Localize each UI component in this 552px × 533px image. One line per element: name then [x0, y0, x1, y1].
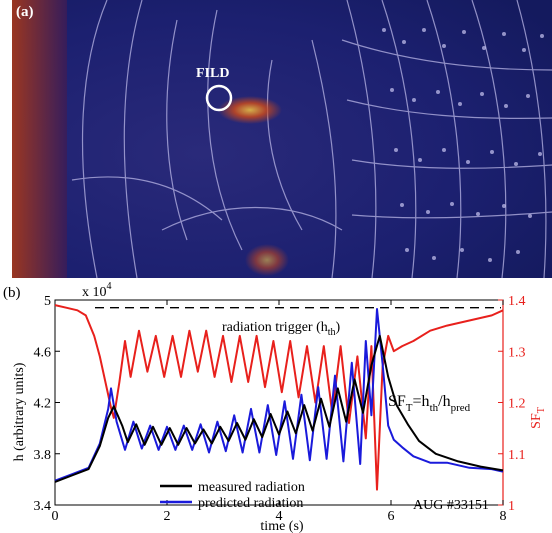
trigger-label-close: ): [336, 320, 341, 335]
trigger-label: radiation trigger (hth): [222, 320, 341, 338]
bottom-glow: [245, 244, 289, 276]
formula-num-sub: th: [430, 402, 439, 414]
legend-label-measured: measured radiation: [198, 480, 305, 495]
x-tick-label: 6: [388, 509, 395, 524]
y-axis-label-right: SFT: [529, 407, 547, 429]
x-tick-label: 2: [164, 509, 171, 524]
formula-den-sub: pred: [451, 402, 471, 414]
sf-formula: SFT=hth/hpred: [388, 393, 471, 414]
shot-label: AUG #33151: [413, 498, 489, 513]
vessel-structures: [71, 0, 552, 278]
exponent-prefix: x 10: [82, 285, 107, 300]
y2-tick-label: 1: [508, 499, 515, 514]
y-tick-label: 4.6: [34, 345, 52, 360]
y-axis-label-right-main: SF: [529, 413, 544, 429]
x-tick-label: 4: [276, 509, 283, 524]
trigger-label-sub: th: [328, 327, 336, 338]
plot-area: 0 2 4 6 8 3.4 3.8 4.2 4.6 5 1 1.1 1.2 1.3 1.4: [34, 294, 526, 524]
exponent-label: x 104: [82, 281, 112, 300]
x-tick-label: 0: [52, 509, 59, 524]
legend-label-predicted: predicted radiation: [198, 496, 303, 511]
x-axis-label: time (s): [260, 519, 303, 533]
y-tick-label: 5: [44, 294, 51, 309]
y-tick-label: 3.4: [34, 499, 52, 514]
exponent-power: 4: [107, 281, 112, 292]
tile-dots: [382, 28, 544, 262]
left-glow: [12, 0, 67, 278]
legend: measured radiation predicted radiation: [160, 480, 305, 511]
trigger-label-main: radiation trigger (h: [222, 320, 328, 335]
y-tick-label: 3.8: [34, 448, 52, 463]
series-line-sf: [54, 304, 504, 491]
formula-lhs-sub: T: [406, 402, 413, 414]
y-axis-label-left: h (arbitrary units): [12, 362, 27, 461]
fild-label: FILD: [196, 66, 229, 81]
y2-tick-label: 1.1: [508, 448, 526, 463]
y-tick-label: 4.2: [34, 397, 52, 412]
series-line-predicted: [54, 308, 504, 482]
fild-marker-circle: [205, 84, 233, 112]
y2-tick-label: 1.2: [508, 397, 526, 412]
image-background: [12, 0, 552, 278]
formula-lhs: SF: [388, 393, 406, 410]
y2-tick-label: 1.4: [508, 294, 526, 309]
formula-eq: =h: [413, 393, 430, 410]
panel-b-label: (b): [3, 285, 21, 301]
y2-tick-label: 1.3: [508, 345, 526, 360]
y-axis-label-right-sub: T: [536, 407, 547, 413]
radiation-chart: (b) x 104 0 2 4 6 83.43.84.24.6511.11.21.31.…: [3, 281, 547, 533]
panel-a-label: (a): [16, 4, 34, 20]
vessel-camera-image: FILD (a): [12, 0, 552, 278]
hot-spot: [218, 96, 282, 124]
formula-slash: /h: [438, 393, 450, 410]
series-line-measured: [54, 334, 504, 483]
x-tick-label: 8: [500, 509, 507, 524]
